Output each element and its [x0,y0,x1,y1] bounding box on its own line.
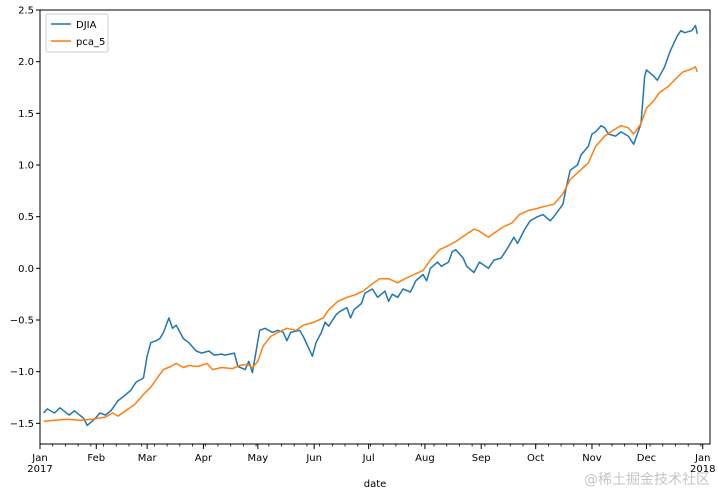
series-line-djia [43,24,699,427]
y-tick-label: −1.0 [10,367,34,378]
x-tick-label: Jan [31,453,47,464]
y-axis: −1.5 −1.0 −0.5 0.0 0.5 1.0 1.5 2.0 2.5 [10,6,40,430]
legend: DJIA pca_5 [45,13,109,53]
y-tick-label: 2.5 [18,6,34,17]
x-tick-label: Mar [138,453,158,464]
y-tick-label: 1.0 [18,161,34,172]
x-tick-year-label: 2018 [690,464,715,475]
x-tick-label: Jun [305,453,322,464]
legend-label-djia: DJIA [76,20,97,31]
x-axis-label: date [364,479,387,490]
series-lines [43,24,699,427]
x-tick-label: Apr [195,453,213,464]
x-tick-label: Dec [637,453,656,464]
x-tick-label: Sep [472,453,491,464]
y-tick-label: 0.5 [18,212,34,223]
x-tick-label: Jul [362,453,375,464]
x-tick-label: Oct [527,453,544,464]
x-tick-label: Jan [694,453,710,464]
legend-label-pca-5: pca_5 [76,37,105,48]
series-line-pca-5 [43,66,699,423]
x-tick-label: May [248,453,269,464]
y-tick-label: −1.5 [10,419,34,430]
plot-area [39,9,711,445]
x-tick-label: Nov [582,453,602,464]
y-tick-label: 0.0 [18,264,34,275]
x-tick-label: Feb [87,453,105,464]
y-tick-label: 2.0 [18,57,34,68]
y-tick-label: 1.5 [18,109,34,120]
y-tick-label: −0.5 [10,316,34,327]
x-tick-year-label: 2017 [27,464,52,475]
x-tick-label: Aug [415,453,435,464]
watermark-text: @稀土掘金技术社区 [584,472,710,488]
